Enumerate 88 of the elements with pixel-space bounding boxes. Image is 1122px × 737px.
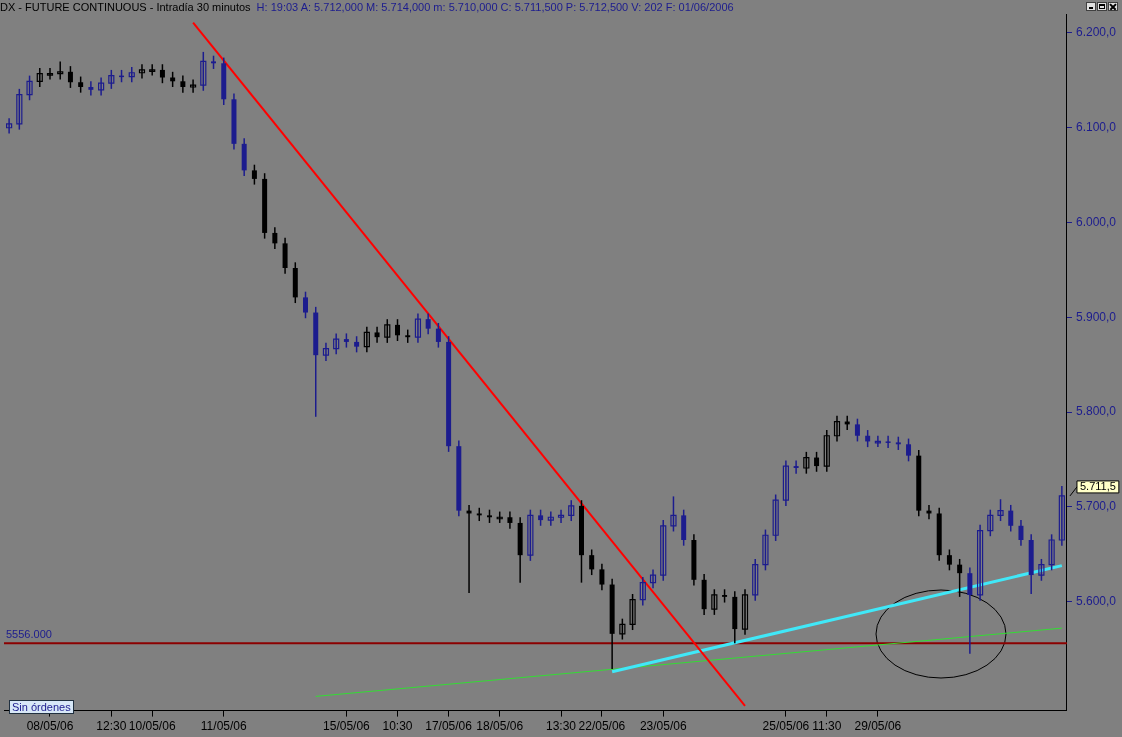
y-tick-label: 6.100,0 — [1075, 120, 1117, 135]
chart-subtitle: H: 19:03 A: 5.712,000 M: 5.714,000 m: 5.710,000 C: 5.711,500 P: 5.712,500 V: 202 F: 01/06/2006 — [256, 1, 734, 13]
candlestick — [414, 312, 422, 344]
candlestick — [26, 74, 33, 101]
candlestick — [823, 429, 830, 473]
candlestick — [88, 80, 94, 97]
candlestick — [333, 332, 340, 355]
x-tick-label: 12:30 — [96, 719, 127, 734]
candlestick — [967, 566, 973, 655]
candlestick — [639, 576, 646, 607]
ref-line-label: 5556.000 — [6, 627, 52, 640]
candlestick — [793, 459, 799, 475]
y-tick-label: 6.000,0 — [1075, 214, 1117, 229]
y-tick-label: 5.600,0 — [1075, 593, 1117, 608]
candlestick — [814, 451, 820, 473]
x-tick-label: 15/05/06 — [323, 719, 371, 734]
chart-title: DX - FUTURE CONTINUOUS - Intradía 30 minutos — [0, 1, 251, 13]
candlestick — [149, 63, 156, 77]
candlestick — [159, 63, 165, 84]
candlestick — [1048, 533, 1055, 572]
x-tick-label: 11/05/06 — [200, 719, 247, 734]
candlestick — [395, 318, 400, 342]
candlestick — [854, 417, 860, 443]
candlestick — [527, 508, 534, 562]
candlestick — [649, 568, 657, 590]
x-tick-label: 13:30 — [546, 719, 577, 734]
x-tick-label: 10:30 — [382, 719, 413, 734]
candlestick — [1008, 504, 1014, 533]
candlestick — [1018, 519, 1024, 547]
candlestick — [189, 78, 197, 94]
candlestick — [98, 76, 105, 97]
y-tick-label: 6.200,0 — [1075, 25, 1117, 40]
y-tick-label: 5.800,0 — [1075, 404, 1117, 419]
candlestick — [599, 562, 605, 591]
candlestick — [874, 435, 881, 448]
candlestick — [976, 524, 984, 602]
x-tick-label: 18/05/06 — [476, 719, 524, 734]
candlestick — [885, 435, 891, 449]
candlestick — [629, 593, 636, 631]
candlestick — [108, 69, 115, 90]
candlestick — [670, 495, 677, 533]
x-tick-label: 08/05/06 — [26, 719, 74, 734]
text: 5.711,5 — [1079, 479, 1116, 492]
candlestick — [762, 528, 769, 572]
candlestick — [772, 493, 779, 542]
candlestick — [619, 617, 626, 641]
x-tick-label: 22/05/06 — [578, 719, 626, 734]
x-tick-label: 10/05/06 — [128, 719, 176, 734]
candlestick — [833, 415, 841, 443]
candlestick — [16, 88, 23, 131]
candlestick — [589, 548, 595, 576]
candlestick — [987, 508, 994, 537]
y-tick-label: 5.700,0 — [1075, 499, 1117, 514]
candlestick — [435, 322, 441, 349]
x-tick-label: 17/05/06 — [425, 719, 473, 734]
candlestick — [303, 290, 309, 319]
x-tick-label: 29/05/06 — [854, 719, 902, 734]
x-tick-label: 25/05/06 — [762, 719, 810, 734]
candlestick — [946, 548, 952, 572]
candlestick — [374, 326, 380, 344]
candlestick — [251, 163, 257, 186]
candlestick — [660, 519, 667, 582]
candlestick — [568, 499, 575, 522]
candlestick — [997, 498, 1004, 522]
x-tick-label: 23/05/06 — [639, 719, 687, 734]
candlestick — [547, 510, 554, 527]
candlestick — [1038, 558, 1045, 582]
candlestick — [36, 67, 43, 88]
y-tick-label: 5.900,0 — [1075, 309, 1117, 324]
candlestick — [741, 588, 749, 636]
candlestick — [752, 558, 759, 602]
candlestick — [200, 51, 207, 92]
candlestick — [957, 558, 963, 598]
candlestick — [384, 318, 391, 344]
x-tick-label: 11:30 — [812, 719, 842, 734]
candlestick — [67, 65, 73, 89]
candlestick — [782, 459, 789, 507]
candlestick — [322, 342, 330, 362]
candlestick — [363, 326, 370, 354]
candlestick — [906, 437, 912, 463]
candlestick — [1058, 485, 1065, 547]
candlestick — [803, 451, 810, 475]
annotation: Sin órdenes — [9, 700, 74, 714]
candlestick — [711, 588, 718, 616]
candlestick — [138, 63, 146, 80]
candlestick — [6, 117, 13, 135]
candlestick — [272, 226, 278, 250]
candlestick — [425, 312, 431, 336]
